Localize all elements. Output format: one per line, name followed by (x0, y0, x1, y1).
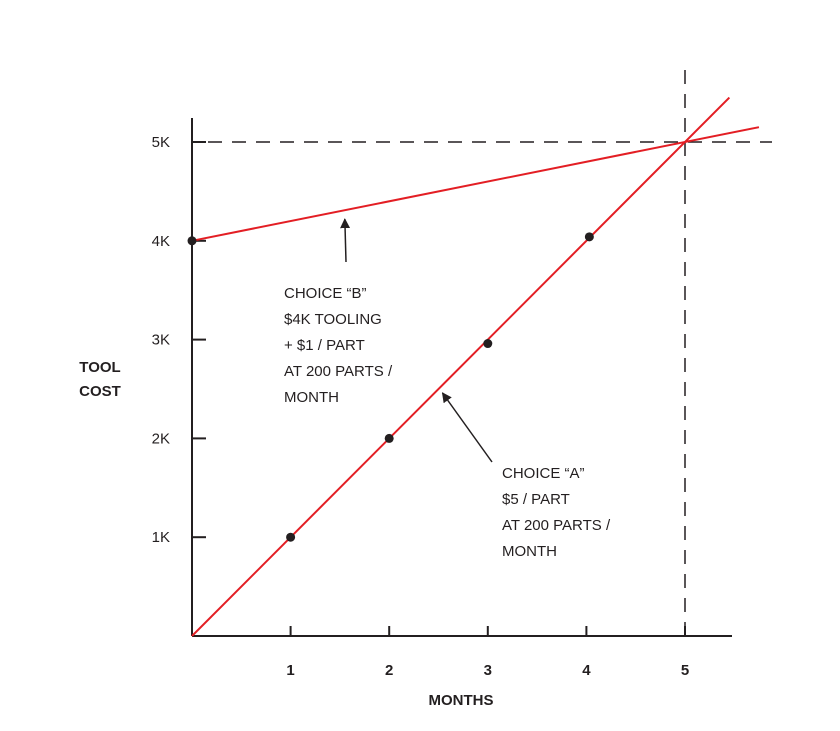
x-tick-label: 4 (582, 662, 591, 679)
choice-a-line (191, 96, 731, 637)
choice-b-line-5: MONTH (284, 389, 339, 406)
choice-b-point (187, 236, 197, 246)
choice-a-point (384, 433, 394, 443)
x-ticks: 1 2 3 4 5 (286, 626, 689, 679)
choice-b-line-3: + $1 / PART (284, 337, 365, 354)
y-tick-label: 3K (152, 332, 170, 349)
x-tick-label: 5 (681, 662, 689, 679)
y-tick-label: 5K (152, 134, 170, 151)
x-axis-title: MONTHS (429, 692, 494, 709)
choice-a-point (584, 232, 594, 242)
choice-b-arrow (340, 218, 351, 263)
choice-b-line-1: CHOICE “B” (284, 285, 367, 302)
choice-a-point (483, 339, 493, 349)
y-tick-label: 1K (152, 529, 170, 546)
choice-a-point (286, 532, 296, 542)
choice-a-annotation: CHOICE “A” $5 / PART AT 200 PARTS / MONT… (502, 465, 611, 560)
annotation-layer: CHOICE “B” $4K TOOLING + $1 / PART AT 20… (284, 218, 611, 560)
choice-b-line-4: AT 200 PARTS / (284, 363, 393, 380)
x-tick-label: 1 (286, 662, 294, 679)
x-tick-label: 2 (385, 662, 393, 679)
choice-a-line-4: MONTH (502, 543, 557, 560)
x-tick-label: 3 (484, 662, 492, 679)
choice-b-line (191, 126, 760, 242)
choice-a-line-1: CHOICE “A” (502, 465, 585, 482)
choice-a-line-3: AT 200 PARTS / (502, 517, 611, 534)
y-tick-label: 4K (152, 233, 170, 250)
choice-b-line-2: $4K TOOLING (284, 311, 382, 328)
y-ticks: 1K 2K 3K 4K 5K (152, 134, 206, 546)
choice-b-annotation: CHOICE “B” $4K TOOLING + $1 / PART AT 20… (284, 285, 393, 406)
choice-a-arrow (441, 392, 493, 463)
y-tick-label: 2K (152, 430, 170, 447)
y-axis-title-line-1: TOOL (79, 359, 120, 376)
choice-a-line-2: $5 / PART (502, 491, 570, 508)
series-layer (187, 96, 760, 637)
y-axis-title-line-2: COST (79, 383, 121, 400)
